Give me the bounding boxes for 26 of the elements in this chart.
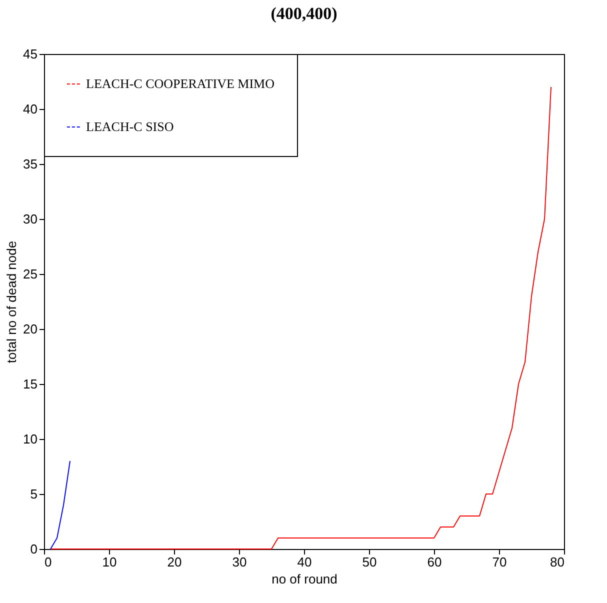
- y-tick-label: 45: [23, 46, 38, 62]
- x-tick-label: 60: [427, 554, 442, 570]
- y-tick-label: 20: [23, 322, 38, 336]
- line-series: [50, 86, 552, 550]
- x-tick-label: 70: [492, 554, 507, 570]
- chart-title: (400,400): [270, 4, 338, 23]
- y-tick-label: 15: [23, 376, 38, 392]
- x-tick-label: 20: [167, 554, 182, 570]
- x-tick-label: 30: [232, 554, 247, 570]
- line-series: [50, 460, 70, 550]
- legend-label: LEACH-C COOPERATIVE MIMO: [86, 76, 274, 91]
- x-tick-label: 80: [550, 554, 564, 570]
- x-tick-label: 10: [102, 554, 117, 570]
- y-tick-label: 40: [23, 102, 38, 116]
- x-tick-label: 40: [297, 554, 312, 570]
- y-tick-label: 25: [23, 266, 38, 282]
- x-tick-label: 0: [44, 554, 52, 570]
- y-tick-label: 30: [23, 212, 38, 226]
- y-axis-title: total no of dead node: [4, 240, 20, 364]
- y-tick-label: 10: [23, 432, 38, 446]
- legend-label: LEACH-C SISO: [86, 119, 174, 134]
- x-tick-label: 50: [362, 554, 377, 570]
- x-axis-title: no of round: [272, 572, 338, 586]
- y-tick-label: 5: [30, 486, 38, 502]
- y-tick-label: 0: [30, 542, 38, 556]
- y-tick-label: 35: [23, 156, 38, 172]
